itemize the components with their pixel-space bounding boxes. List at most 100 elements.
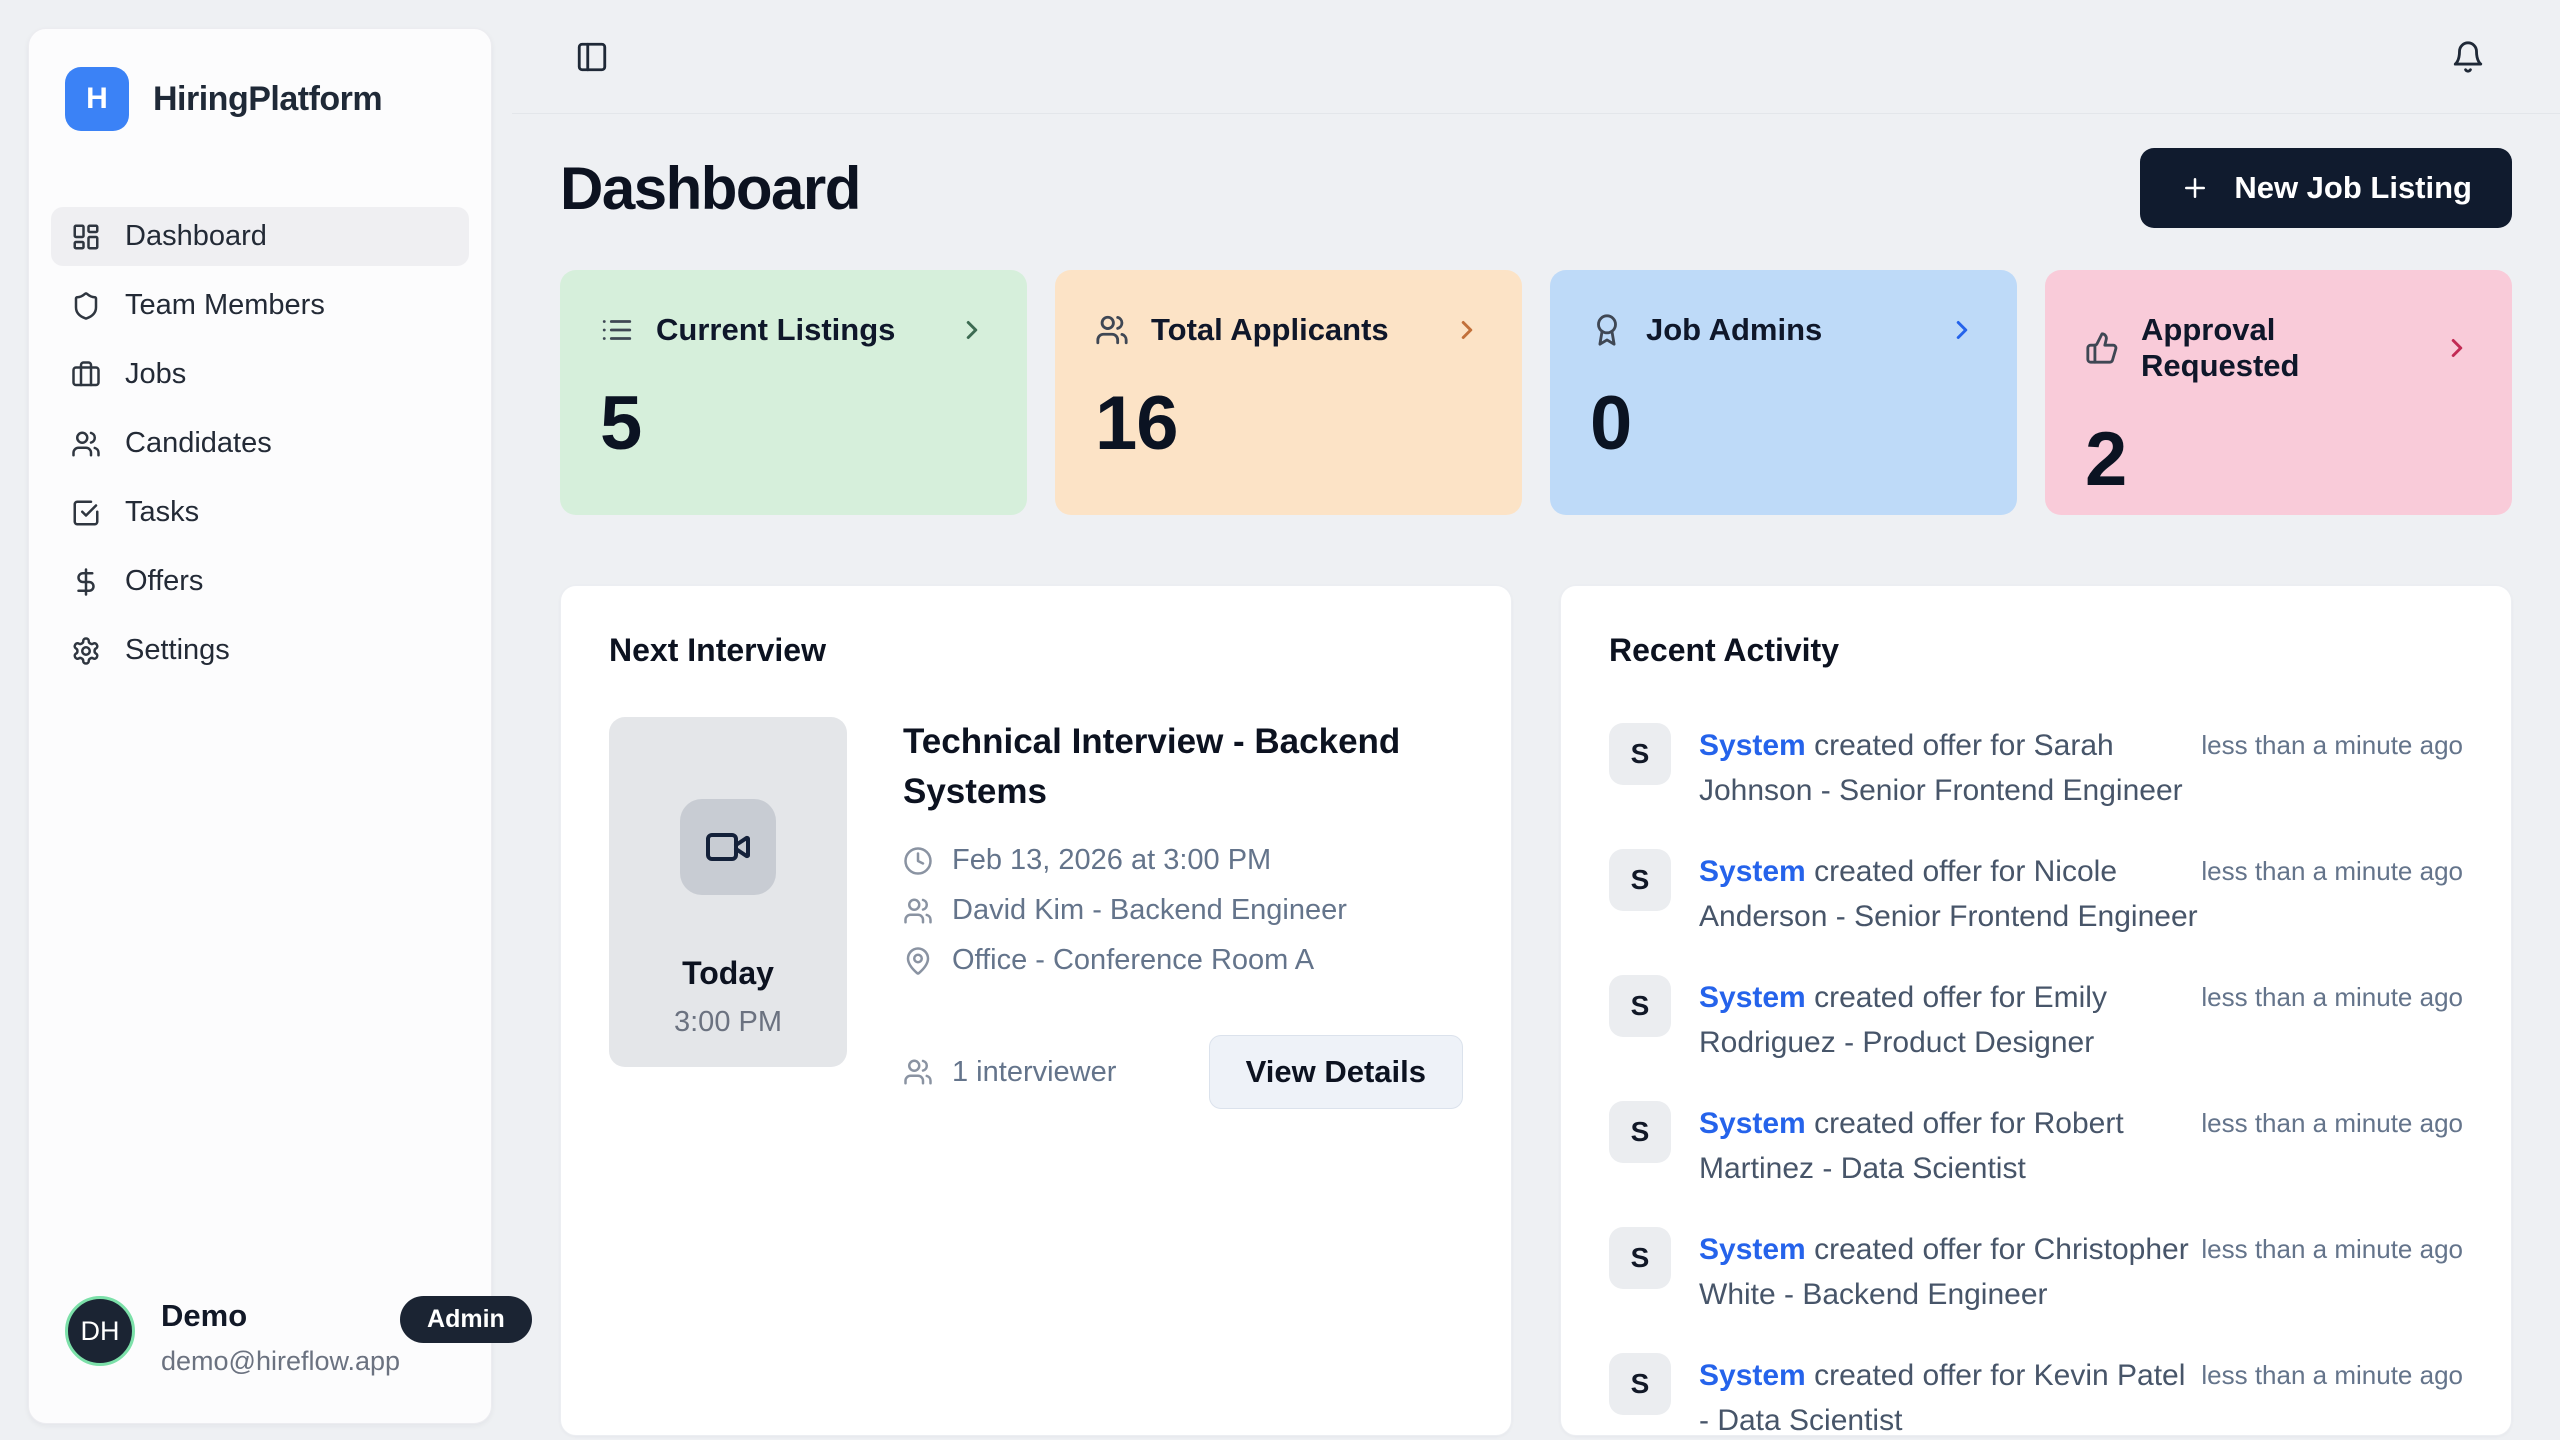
video-icon-box [680, 799, 776, 895]
interview-info: Technical Interview - Backend Systems Fe… [903, 717, 1463, 1110]
activity-row: S System created offer for Emily Rodrigu… [1609, 975, 2463, 1065]
main-area: Dashboard New Job Listing Current Listin… [512, 0, 2560, 1440]
interview-title: Technical Interview - Backend Systems [903, 722, 1401, 811]
activity-timestamp: less than a minute ago [2201, 1234, 2463, 1264]
brand-header: H HiringPlatform [29, 29, 491, 131]
activity-text: System created offer for Emily Rodriguez… [1699, 975, 2201, 1065]
users-icon [903, 896, 933, 926]
activity-actor-link[interactable]: System [1699, 729, 1806, 762]
activity-description: created offer for Emily Rodriguez - Prod… [1699, 981, 2107, 1059]
list-icon [600, 313, 634, 347]
activity-avatar: S [1609, 1353, 1671, 1415]
thumbs-up-icon [2085, 331, 2119, 365]
activity-list: S System created offer for Sarah Johnson… [1609, 723, 2463, 1436]
page-head: Dashboard New Job Listing [560, 148, 2512, 228]
next-interview-title: Next Interview [609, 632, 826, 668]
sidebar-toggle-icon[interactable] [575, 40, 609, 74]
activity-avatar: S [1609, 975, 1671, 1037]
interview-time: 3:00 PM [674, 1006, 782, 1038]
video-icon [704, 823, 752, 871]
interview-datetime: Feb 13, 2026 at 3:00 PM [952, 844, 1272, 877]
stat-card-total-applicants[interactable]: Total Applicants 16 [1055, 270, 1522, 515]
sidebar-nav: Dashboard Team Members Jobs Candidates T… [29, 207, 491, 680]
activity-timestamp: less than a minute ago [2201, 730, 2463, 760]
activity-description: created offer for Christopher White - Ba… [1699, 1233, 2189, 1311]
sidebar-item-team-members[interactable]: Team Members [51, 276, 469, 335]
interview-datetime-row: Feb 13, 2026 at 3:00 PM [903, 844, 1463, 877]
sidebar: H HiringPlatform Dashboard Team Members … [28, 28, 532, 1424]
stat-value: 16 [1095, 381, 1179, 466]
interview-card: Today 3:00 PM Technical Interview - Back… [609, 717, 1463, 1110]
activity-row: S System created offer for Christopher W… [1609, 1227, 2463, 1317]
stat-card-approval-requested[interactable]: Approval Requested 2 [2045, 270, 2512, 515]
activity-timestamp: less than a minute ago [2201, 982, 2463, 1012]
stat-value: 2 [2085, 417, 2127, 502]
activity-description: created offer for Robert Martinez - Data… [1699, 1107, 2124, 1185]
stat-cards: Current Listings 5 Total Applicants [560, 270, 2512, 515]
activity-timestamp: less than a minute ago [2201, 1108, 2463, 1138]
next-interview-panel: Next Interview Today 3:00 PM Technical I… [560, 585, 1512, 1436]
activity-row: S System created offer for Sarah Johnson… [1609, 723, 2463, 813]
stat-card-header: Total Applicants [1095, 312, 1482, 348]
users-icon [71, 429, 101, 459]
sidebar-item-offers[interactable]: Offers [51, 552, 469, 611]
activity-actor-link[interactable]: System [1699, 1233, 1806, 1266]
check-square-icon [71, 498, 101, 528]
interviewer-count-row: 1 interviewer [903, 1056, 1116, 1089]
activity-actor-link[interactable]: System [1699, 981, 1806, 1014]
stat-value: 0 [1590, 381, 1632, 466]
stat-label: Approval Requested [2141, 312, 2300, 383]
activity-actor-link[interactable]: System [1699, 1107, 1806, 1140]
activity-avatar: S [1609, 1101, 1671, 1163]
sidebar-item-settings[interactable]: Settings [51, 621, 469, 680]
new-job-listing-button[interactable]: New Job Listing [2140, 148, 2512, 228]
activity-actor-link[interactable]: System [1699, 1359, 1806, 1392]
sidebar-item-dashboard[interactable]: Dashboard [51, 207, 469, 266]
stat-label: Job Admins [1646, 312, 1823, 347]
sidebar-item-tasks[interactable]: Tasks [51, 483, 469, 542]
interview-meta: Feb 13, 2026 at 3:00 PM David Kim - Back… [903, 844, 1463, 977]
sidebar-item-label: Offers [125, 565, 204, 597]
chevron-right-icon [1452, 315, 1482, 345]
bell-icon[interactable] [2451, 40, 2485, 74]
sidebar-item-jobs[interactable]: Jobs [51, 345, 469, 404]
activity-row: S System created offer for Robert Martin… [1609, 1101, 2463, 1191]
interview-candidate-row: David Kim - Backend Engineer [903, 894, 1463, 927]
chevron-right-icon [1947, 315, 1977, 345]
activity-actor-link[interactable]: System [1699, 855, 1806, 888]
page-title: Dashboard [560, 154, 861, 222]
view-details-button[interactable]: View Details [1208, 1035, 1463, 1110]
activity-description: created offer for Kevin Patel - Data Sci… [1699, 1359, 2186, 1436]
activity-avatar: S [1609, 849, 1671, 911]
profile-info: Demo demo@hireflow.app [161, 1296, 400, 1377]
stat-card-header: Approval Requested [2085, 312, 2472, 384]
activity-timestamp: less than a minute ago [2201, 856, 2463, 886]
interview-date-tile: Today 3:00 PM [609, 717, 847, 1067]
chevron-right-icon [2442, 333, 2472, 363]
shield-icon [71, 291, 101, 321]
award-icon [1590, 313, 1624, 347]
chevron-right-icon [957, 315, 987, 345]
sidebar-item-label: Dashboard [125, 220, 267, 252]
stat-card-header: Current Listings [600, 312, 987, 348]
recent-activity-panel: Recent Activity S System created offer f… [1560, 585, 2512, 1436]
activity-text: System created offer for Nicole Anderson… [1699, 849, 2201, 939]
interview-location-row: Office - Conference Room A [903, 944, 1463, 977]
user-profile[interactable]: DH Demo demo@hireflow.app Admin [29, 1296, 532, 1423]
briefcase-icon [71, 360, 101, 390]
dashboard-content: Dashboard New Job Listing Current Listin… [512, 114, 2560, 1440]
gear-icon [71, 636, 101, 666]
dollar-icon [71, 567, 101, 597]
activity-description: created offer for Sarah Johnson - Senior… [1699, 729, 2183, 807]
stat-card-header: Job Admins [1590, 312, 1977, 348]
stat-card-job-admins[interactable]: Job Admins 0 [1550, 270, 2017, 515]
sidebar-item-label: Candidates [125, 427, 272, 459]
profile-name: Demo [161, 1298, 248, 1333]
sidebar-item-candidates[interactable]: Candidates [51, 414, 469, 473]
avatar: DH [65, 1296, 135, 1366]
role-badge: Admin [400, 1296, 532, 1343]
stat-card-current-listings[interactable]: Current Listings 5 [560, 270, 1027, 515]
profile-email: demo@hireflow.app [161, 1346, 401, 1376]
activity-row: S System created offer for Nicole Anders… [1609, 849, 2463, 939]
activity-row: S System created offer for Kevin Patel -… [1609, 1353, 2463, 1436]
